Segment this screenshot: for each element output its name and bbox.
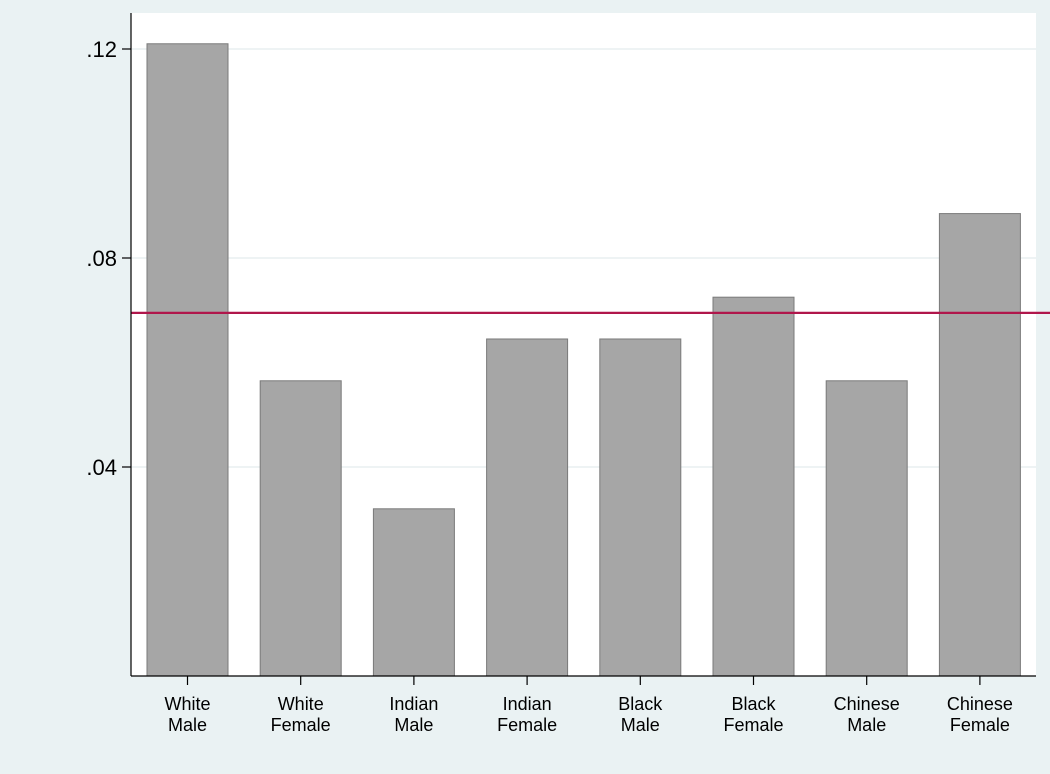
y-tick-label-1: .08: [86, 246, 117, 271]
x-tick-label-7-1: Female: [950, 715, 1010, 735]
bar-7: [938, 213, 1021, 677]
x-tick-label-4-1: Male: [621, 715, 660, 735]
x-tick-label-6-0: Chinese: [834, 694, 900, 714]
x-tick-labels: WhiteMaleWhiteFemaleIndianMaleIndianFema…: [164, 694, 1012, 735]
y-tick-label-0: .04: [86, 455, 117, 480]
bar-3: [486, 338, 569, 677]
bar-0: [146, 43, 229, 677]
x-tick-label-5-1: Female: [723, 715, 783, 735]
x-tick-label-0-0: White: [164, 694, 210, 714]
bar-6: [825, 380, 908, 677]
x-tick-label-6-1: Male: [847, 715, 886, 735]
bar-5: [712, 296, 795, 677]
x-tick-label-1-0: White: [278, 694, 324, 714]
x-tick-label-5-0: Black: [731, 694, 776, 714]
axes: [122, 13, 1036, 685]
bar-4: [599, 338, 682, 677]
x-tick-label-1-1: Female: [271, 715, 331, 735]
x-tick-label-2-1: Male: [394, 715, 433, 735]
y-tick-labels: .04 .08 .12: [86, 37, 117, 480]
x-tick-label-2-0: Indian: [389, 694, 438, 714]
x-tick-label-3-1: Female: [497, 715, 557, 735]
bars: [146, 43, 1021, 677]
bar-1: [259, 380, 342, 677]
x-tick-label-3-0: Indian: [503, 694, 552, 714]
x-tick-label-7-0: Chinese: [947, 694, 1013, 714]
bar-2: [372, 508, 455, 677]
y-tick-label-2: .12: [86, 37, 117, 62]
x-tick-label-4-0: Black: [618, 694, 663, 714]
x-tick-label-0-1: Male: [168, 715, 207, 735]
